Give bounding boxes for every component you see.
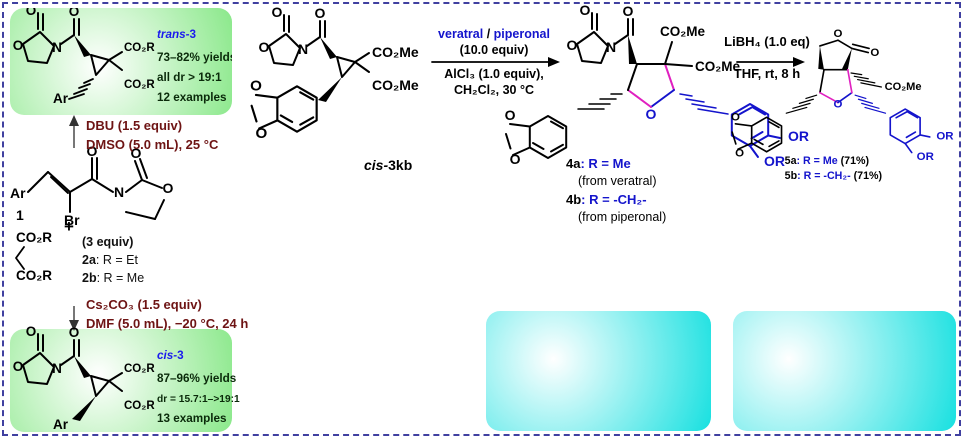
svg-text:O: O bbox=[505, 107, 516, 123]
svg-text:OR: OR bbox=[936, 130, 954, 142]
svg-text:5a: R = Me (71%): 5a: R = Me (71%) bbox=[785, 155, 870, 167]
svg-text:O: O bbox=[250, 78, 262, 95]
svg-text:4b: R = -CH₂-: 4b: R = -CH₂- bbox=[566, 192, 647, 207]
svg-text:O: O bbox=[833, 98, 842, 110]
svg-text:O: O bbox=[580, 4, 591, 18]
svg-text:O: O bbox=[735, 148, 744, 160]
svg-text:(from veratral): (from veratral) bbox=[578, 174, 656, 188]
svg-text:THF, rt, 8 h: THF, rt, 8 h bbox=[734, 66, 801, 81]
svg-text:CO₂Me: CO₂Me bbox=[660, 24, 705, 39]
svg-text:4a: R = Me: 4a: R = Me bbox=[566, 156, 631, 171]
svg-text:OR: OR bbox=[764, 153, 785, 169]
svg-text:N: N bbox=[298, 41, 308, 57]
svg-text:5b: R = -CH₂- (71%): 5b: R = -CH₂- (71%) bbox=[785, 170, 883, 182]
svg-text:AlCl₃ (1.0 equiv),: AlCl₃ (1.0 equiv), bbox=[444, 67, 544, 81]
svg-text:CH₂Cl₂, 30 °C: CH₂Cl₂, 30 °C bbox=[454, 83, 534, 97]
svg-text:O: O bbox=[272, 4, 283, 20]
svg-text:(from piperonal): (from piperonal) bbox=[578, 210, 666, 224]
svg-text:O: O bbox=[870, 47, 879, 59]
svg-text:(10.0 equiv): (10.0 equiv) bbox=[460, 43, 529, 57]
svg-text:O: O bbox=[731, 112, 740, 124]
svg-text:OR: OR bbox=[917, 151, 935, 163]
svg-text:OR: OR bbox=[788, 128, 809, 144]
svg-text:O: O bbox=[255, 125, 267, 142]
svg-text:N: N bbox=[606, 39, 616, 55]
svg-text:LiBH₄ (1.0 eq): LiBH₄ (1.0 eq) bbox=[724, 34, 810, 49]
svg-text:CO₂Me: CO₂Me bbox=[372, 77, 419, 93]
svg-text:O: O bbox=[567, 37, 578, 53]
svg-text:O: O bbox=[646, 106, 657, 122]
svg-text:CO₂Me: CO₂Me bbox=[372, 44, 419, 60]
svg-text:O: O bbox=[510, 151, 521, 167]
svg-text:O: O bbox=[259, 39, 270, 55]
svg-text:O: O bbox=[833, 28, 842, 40]
svg-text:CO₂Me: CO₂Me bbox=[885, 81, 922, 93]
svg-text:cis-3kb: cis-3kb bbox=[364, 157, 412, 173]
svg-text:O: O bbox=[623, 4, 634, 19]
svg-text:O: O bbox=[315, 5, 326, 21]
svg-text:veratral / piperonal: veratral / piperonal bbox=[438, 27, 550, 41]
